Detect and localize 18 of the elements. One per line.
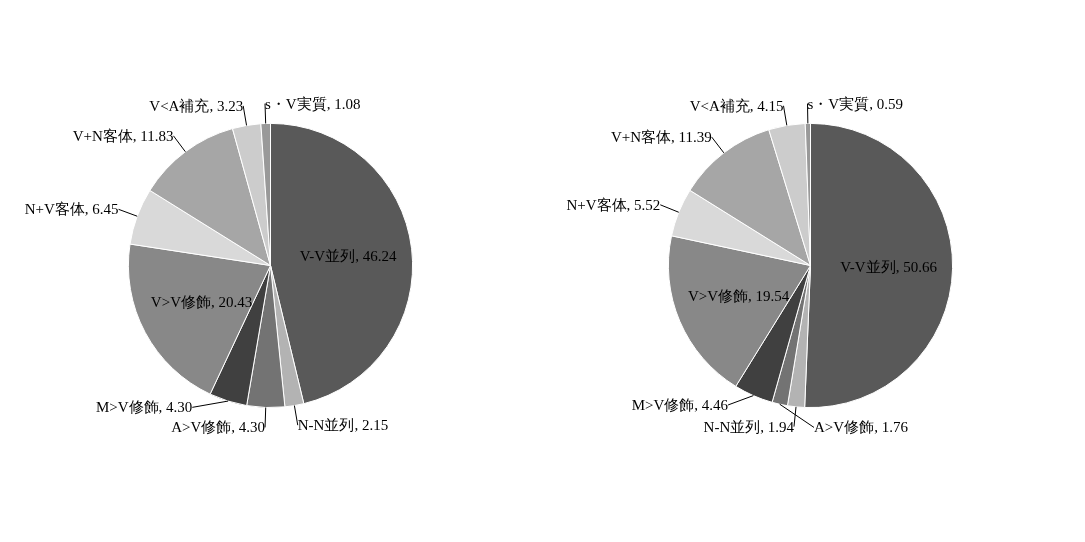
slice-label: N-N並列, 1.94: [703, 418, 795, 435]
slice-label: V<A補充, 3.23: [149, 97, 244, 114]
slice-label: A>V修飾, 1.76: [814, 419, 909, 436]
slice-label: N+V客体, 5.52: [566, 196, 661, 213]
slice-label: s・V実質, 1.08: [265, 95, 361, 112]
slice-label: V-V並列, 46.24: [299, 248, 397, 265]
slice-label: V>V修飾, 19.54: [687, 288, 790, 305]
slice-label: V+N客体, 11.83: [72, 127, 174, 144]
slice-label: V+N客体, 11.39: [610, 129, 712, 146]
slice-label: V-V並列, 50.66: [840, 259, 938, 276]
slice-label: M>V修飾, 4.46: [631, 396, 729, 413]
slice-label: V<A補充, 4.15: [689, 97, 784, 114]
slice-label: N+V客体, 6.45: [24, 201, 119, 218]
slice-label: V>V修飾, 20.43: [150, 294, 253, 311]
slice-label: M>V修飾, 4.30: [95, 399, 193, 416]
slice-label: A>V修飾, 4.30: [171, 419, 266, 436]
slice-label: s・V実質, 0.59: [807, 95, 903, 112]
slice-label: N-N並列, 2.15: [297, 417, 389, 434]
